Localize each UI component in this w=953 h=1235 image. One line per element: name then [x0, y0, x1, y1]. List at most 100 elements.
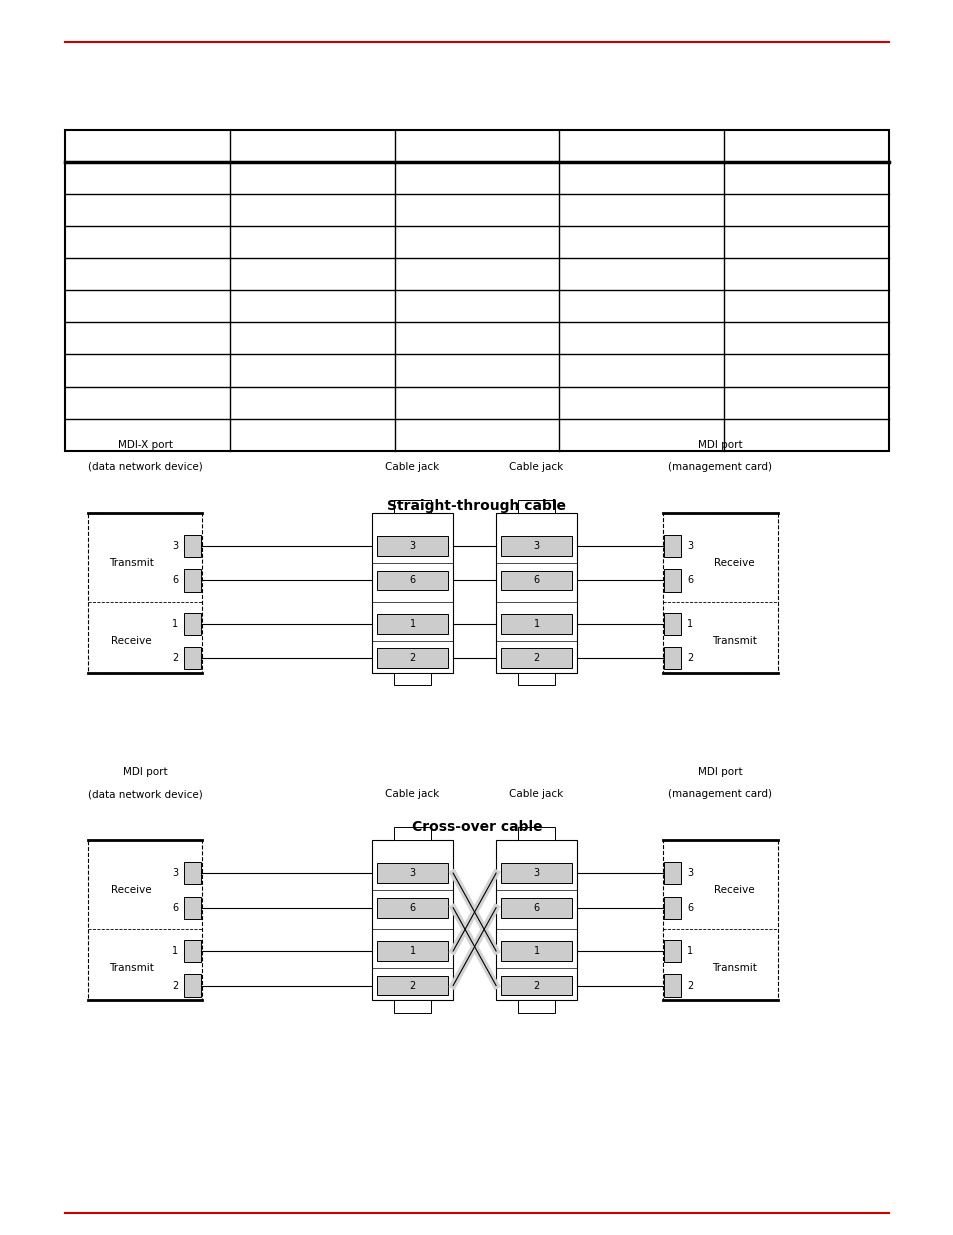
Bar — [517, 1000, 555, 1013]
Text: MDI-X port: MDI-X port — [117, 440, 172, 450]
Text: 6: 6 — [686, 903, 692, 913]
Text: 1: 1 — [409, 946, 416, 956]
Text: 3: 3 — [686, 541, 692, 551]
Bar — [184, 974, 201, 997]
Text: 3: 3 — [533, 868, 539, 878]
Text: 6: 6 — [172, 903, 178, 913]
Bar — [500, 536, 572, 556]
Text: Cable jack: Cable jack — [385, 789, 439, 799]
Text: 3: 3 — [533, 541, 539, 551]
Text: 3: 3 — [172, 868, 178, 878]
Bar — [500, 571, 572, 590]
Bar — [500, 863, 572, 883]
Bar — [184, 897, 201, 919]
Bar — [500, 941, 572, 961]
Text: 6: 6 — [533, 903, 539, 913]
Bar — [376, 898, 448, 918]
Text: Receive: Receive — [111, 885, 152, 895]
Text: 3: 3 — [686, 868, 692, 878]
Text: 6: 6 — [409, 576, 416, 585]
Bar — [376, 941, 448, 961]
Text: 6: 6 — [409, 903, 416, 913]
Text: MDI port: MDI port — [698, 440, 741, 450]
Bar — [394, 1000, 431, 1013]
Bar — [663, 613, 680, 635]
Text: Cable jack: Cable jack — [509, 789, 563, 799]
Bar — [372, 840, 453, 1000]
Text: Cable jack: Cable jack — [509, 462, 563, 472]
Bar — [663, 862, 680, 884]
Text: (management card): (management card) — [667, 462, 772, 472]
Bar — [663, 647, 680, 669]
Bar — [394, 500, 431, 513]
Text: 1: 1 — [172, 946, 178, 956]
Text: 1: 1 — [686, 619, 692, 629]
Text: Transmit: Transmit — [109, 963, 153, 973]
Text: 6: 6 — [686, 576, 692, 585]
Bar — [376, 863, 448, 883]
Text: MDI port: MDI port — [123, 767, 167, 777]
Text: 2: 2 — [409, 653, 416, 663]
Bar — [376, 536, 448, 556]
Bar — [394, 827, 431, 840]
Bar — [496, 513, 577, 673]
Text: 2: 2 — [533, 653, 539, 663]
Bar — [65, 130, 888, 451]
Text: 2: 2 — [172, 653, 178, 663]
Text: Cable jack: Cable jack — [385, 462, 439, 472]
Text: Cross-over cable: Cross-over cable — [412, 820, 541, 835]
Text: 1: 1 — [533, 946, 539, 956]
Bar — [662, 840, 777, 1000]
Text: Straight-through cable: Straight-through cable — [387, 499, 566, 514]
Text: 2: 2 — [409, 981, 416, 990]
Bar — [663, 535, 680, 557]
Bar — [496, 840, 577, 1000]
Bar — [500, 898, 572, 918]
Text: (management card): (management card) — [667, 789, 772, 799]
Bar — [184, 535, 201, 557]
Bar — [663, 974, 680, 997]
Text: Receive: Receive — [713, 885, 754, 895]
Text: Transmit: Transmit — [711, 963, 756, 973]
Bar — [376, 648, 448, 668]
Bar — [517, 673, 555, 685]
Text: Receive: Receive — [111, 636, 152, 646]
Text: 6: 6 — [172, 576, 178, 585]
Text: 1: 1 — [686, 946, 692, 956]
Text: 2: 2 — [686, 981, 693, 990]
Bar — [500, 976, 572, 995]
Bar — [517, 827, 555, 840]
Text: 2: 2 — [686, 653, 693, 663]
Bar — [376, 976, 448, 995]
Text: Transmit: Transmit — [109, 558, 153, 568]
Text: 2: 2 — [172, 981, 178, 990]
Bar — [184, 862, 201, 884]
Bar — [88, 840, 202, 1000]
Text: 1: 1 — [409, 619, 416, 629]
Text: (data network device): (data network device) — [88, 462, 202, 472]
Text: 3: 3 — [409, 541, 416, 551]
Bar — [662, 513, 777, 673]
Bar — [500, 648, 572, 668]
Bar — [394, 673, 431, 685]
Bar — [663, 569, 680, 592]
Text: 2: 2 — [533, 981, 539, 990]
Bar — [184, 940, 201, 962]
Bar — [184, 613, 201, 635]
Bar — [376, 614, 448, 634]
Text: 3: 3 — [409, 868, 416, 878]
Text: 1: 1 — [172, 619, 178, 629]
Text: 6: 6 — [533, 576, 539, 585]
Text: 3: 3 — [172, 541, 178, 551]
Bar — [372, 513, 453, 673]
Text: 1: 1 — [533, 619, 539, 629]
Text: Receive: Receive — [713, 558, 754, 568]
Bar — [88, 513, 202, 673]
Text: Transmit: Transmit — [711, 636, 756, 646]
Bar — [184, 569, 201, 592]
Text: MDI port: MDI port — [698, 767, 741, 777]
Bar — [517, 500, 555, 513]
Bar — [184, 647, 201, 669]
Bar — [500, 614, 572, 634]
Bar — [663, 940, 680, 962]
